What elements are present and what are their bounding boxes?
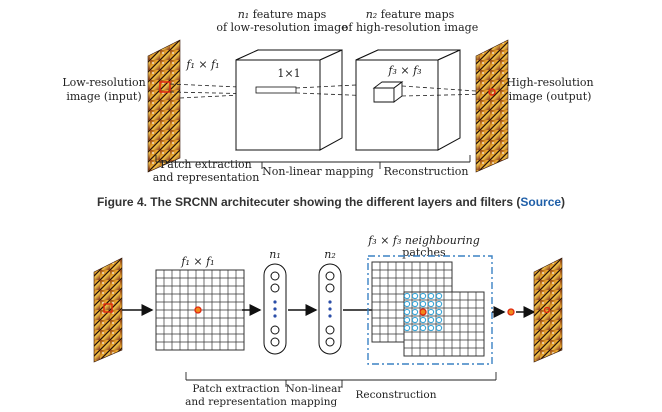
neighbour-circle	[427, 316, 435, 324]
n1-header-line1: n₁ feature maps	[238, 8, 327, 21]
neighbour-circle	[435, 316, 443, 324]
bottom-stage3: Reconstruction	[355, 389, 436, 401]
neighbour-circle	[411, 300, 419, 308]
neighbour-circle	[411, 292, 419, 300]
neighbour-circle	[435, 300, 443, 308]
bottom-f1-label: f₁ × f₁	[180, 255, 214, 268]
neighbour-circle	[411, 316, 419, 324]
n1-neuron	[270, 283, 280, 293]
top-stage1-line1: Patch extraction	[160, 158, 251, 171]
neighbour-circle	[419, 300, 427, 308]
n2-neuron	[325, 325, 335, 335]
neighbour-circle	[419, 316, 427, 324]
neighbour-circle	[403, 324, 411, 332]
f1-label: f₁ × f₁	[185, 58, 219, 71]
input-patch-marker	[159, 81, 171, 93]
f3-cube	[372, 81, 404, 103]
bottom-stage2-line2: mapping	[291, 396, 338, 408]
neighbour-dashed-box	[367, 255, 493, 365]
n2-header-line1: n₂ feature maps	[366, 8, 455, 21]
input-label-line1: Low-resolution	[62, 76, 145, 89]
grid-center-pixel	[194, 306, 202, 314]
output-label-line2: image (output)	[509, 90, 592, 103]
input-butterfly-image	[147, 39, 181, 173]
bottom-stage1-line1: Patch extraction	[192, 383, 279, 395]
neighbour-circle	[403, 308, 411, 316]
n1-neuron	[270, 271, 280, 281]
n1-neuron	[270, 325, 280, 335]
neighbour-circle	[427, 324, 435, 332]
output-butterfly-image	[475, 39, 509, 173]
source-link[interactable]: Source	[520, 195, 561, 209]
reconstruction-center-pixel	[419, 308, 427, 316]
bottom-stage1-line2: and representation	[185, 396, 287, 408]
neighbour-highlight-circles	[403, 292, 443, 332]
neighbour-circle	[427, 292, 435, 300]
neighbour-circle	[403, 316, 411, 324]
top-stage-bracket	[155, 155, 471, 169]
one-by-one-label: 1×1	[277, 67, 300, 80]
input-label-line2: image (input)	[66, 90, 141, 103]
feature-map-block-n2	[355, 49, 461, 151]
top-stage3: Reconstruction	[384, 165, 469, 178]
neighbour-circle	[411, 308, 419, 316]
neighbour-label-line1: f₃ × f₃ neighbouring	[367, 234, 480, 247]
projection-lines-1	[169, 83, 263, 99]
n2-neuron	[325, 283, 335, 293]
reconstruction-grid	[371, 261, 485, 357]
neighbour-circle	[419, 292, 427, 300]
bottom-output-butterfly-image	[533, 257, 563, 363]
n1-neuron-column	[263, 263, 287, 355]
output-pixel	[507, 308, 515, 316]
one-by-one-bar	[255, 86, 297, 94]
figure-caption: Figure 4. The SRCNN architecuter showing…	[97, 195, 565, 209]
neighbour-circle	[435, 324, 443, 332]
projection-lines-3	[401, 85, 491, 97]
neighbour-circle	[435, 308, 443, 316]
bottom-n2-label: n₂	[324, 248, 336, 261]
neighbour-circle	[419, 324, 427, 332]
top-diagram: n₁ feature maps of low-resolution image …	[62, 8, 593, 184]
n2-neuron	[325, 337, 335, 347]
bottom-input-butterfly-image	[93, 257, 123, 363]
neighbour-circle	[411, 324, 419, 332]
neighbour-circle	[403, 292, 411, 300]
f3-label: f₃ × f₃	[387, 64, 421, 77]
n1-neuron	[270, 337, 280, 347]
top-stage1-line2: and representation	[153, 171, 260, 184]
n2-neuron	[325, 271, 335, 281]
n2-header-line2: of high-resolution image	[342, 21, 478, 34]
output-pixel-marker	[488, 88, 496, 96]
neighbour-label-line2: patches	[402, 246, 446, 259]
neighbour-circle	[403, 300, 411, 308]
top-stage2: Non-linear mapping	[262, 165, 374, 178]
neighbour-circle	[427, 308, 435, 316]
n1-header-line2: of low-resolution image	[216, 21, 347, 34]
n2-neuron-column	[318, 263, 342, 355]
feature-map-block-n1	[235, 49, 343, 151]
neighbour-circle	[427, 300, 435, 308]
bottom-stage-bracket	[185, 372, 497, 387]
neighbour-circle	[435, 292, 443, 300]
output-label-line1: High-resolution	[506, 76, 593, 89]
bottom-diagram: f₁ × f₁ n₁ n₂	[93, 234, 563, 408]
bottom-stage2-line1: Non-linear	[286, 383, 344, 395]
bottom-n1-label: n₁	[269, 248, 281, 261]
